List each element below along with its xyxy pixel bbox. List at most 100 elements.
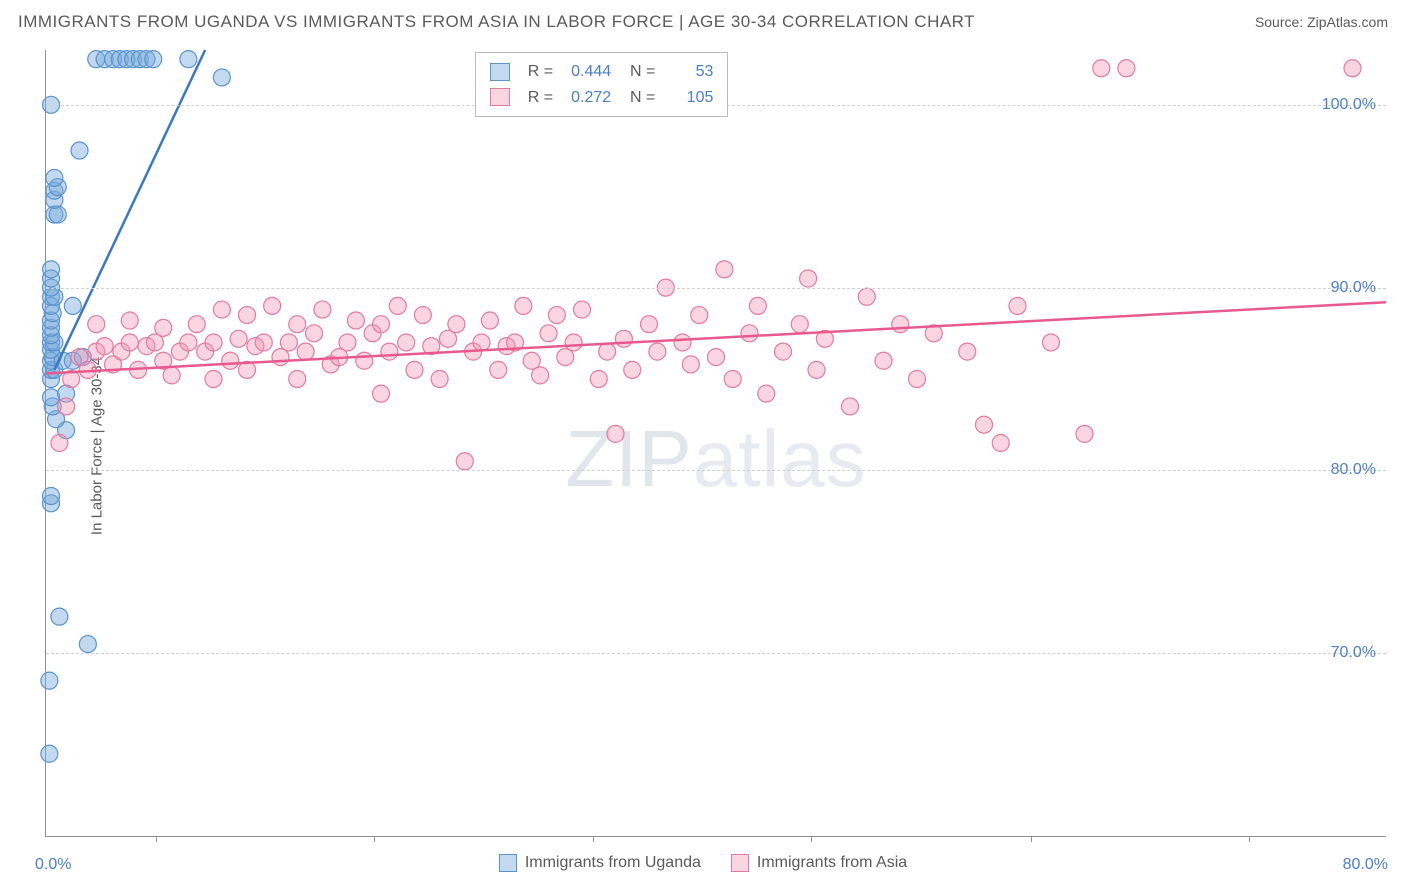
scatter-point [682,356,699,373]
scatter-point [43,261,60,278]
scatter-point [64,297,81,314]
stat-label: R = [528,59,553,85]
scatter-point [808,361,825,378]
x-tick [156,836,157,842]
x-tick [374,836,375,842]
scatter-point [1093,60,1110,77]
scatter-point [180,51,197,68]
x-tick [593,836,594,842]
scatter-point [607,425,624,442]
scatter-point [858,288,875,305]
plot-area: ZIPatlas 70.0%80.0%90.0%100.0%R =0.444 N… [45,50,1386,837]
gridline [46,653,1386,654]
gridline [46,288,1386,289]
scatter-point [121,312,138,329]
stat-n-value: 53 [665,59,713,85]
stat-r-value: 0.444 [563,59,611,85]
scatter-point [758,385,775,402]
scatter-point [649,343,666,360]
scatter-point [708,349,725,366]
scatter-point [381,343,398,360]
scatter-point [264,297,281,314]
scatter-point [339,334,356,351]
scatter-point [145,51,162,68]
scatter-point [46,169,63,186]
scatter-point [490,361,507,378]
legend-label: Immigrants from Asia [757,854,907,872]
scatter-point [180,334,197,351]
bottom-legend: Immigrants from Uganda Immigrants from As… [0,854,1406,877]
x-tick [1249,836,1250,842]
stat-label: R = [528,85,553,111]
source-attribution: Source: ZipAtlas.com [1255,14,1388,30]
stat-n-value: 105 [665,85,713,111]
scatter-point [239,307,256,324]
scatter-point [800,270,817,287]
scatter-point [230,330,247,347]
scatter-point [749,297,766,314]
scatter-point [1076,425,1093,442]
scatter-point [674,334,691,351]
legend-item: Immigrants from Uganda [499,854,701,872]
y-tick-label: 80.0% [1331,461,1376,479]
scatter-point [515,297,532,314]
scatter-point [289,371,306,388]
scatter-point [43,389,60,406]
scatter-point [724,371,741,388]
scatter-point [398,334,415,351]
scatter-point [791,316,808,333]
scatter-point [691,307,708,324]
scatter-point [406,361,423,378]
scatter-point [1118,60,1135,77]
scatter-point [71,142,88,159]
scatter-point [51,435,68,452]
scatter-point [1009,297,1026,314]
scatter-point [414,307,431,324]
scatter-point [456,453,473,470]
scatter-point [205,371,222,388]
scatter-point [992,435,1009,452]
legend-label: Immigrants from Uganda [525,854,701,872]
scatter-point [389,297,406,314]
scatter-point [41,672,58,689]
scatter-point [51,608,68,625]
scatter-point [306,325,323,342]
scatter-point [222,352,239,369]
scatter-point [1043,334,1060,351]
scatter-point [188,316,205,333]
legend-swatch [731,854,749,872]
scatter-point [565,334,582,351]
scatter-point [96,338,113,355]
stat-r-value: 0.272 [563,85,611,111]
scatter-point [373,385,390,402]
scatter-point [347,312,364,329]
scatter-point [599,343,616,360]
correlation-legend: R =0.444 N =53R =0.272 N =105 [475,52,729,117]
scatter-point [255,334,272,351]
scatter-point [356,352,373,369]
scatter-point [481,312,498,329]
scatter-point [448,316,465,333]
scatter-point [540,325,557,342]
scatter-point [88,316,105,333]
scatter-chart [46,50,1386,836]
scatter-point [716,261,733,278]
x-tick [811,836,812,842]
scatter-point [213,69,230,86]
stat-label: N = [621,59,655,85]
scatter-point [624,361,641,378]
scatter-point [590,371,607,388]
scatter-point [875,352,892,369]
scatter-point [574,301,591,318]
scatter-point [959,343,976,360]
scatter-point [548,307,565,324]
chart-title: IMMIGRANTS FROM UGANDA VS IMMIGRANTS FRO… [18,12,975,32]
scatter-point [41,745,58,762]
scatter-point [314,301,331,318]
scatter-point [58,398,75,415]
scatter-point [289,316,306,333]
scatter-point [473,334,490,351]
legend-row: R =0.272 N =105 [490,85,714,111]
y-tick-label: 100.0% [1322,96,1376,114]
scatter-point [431,371,448,388]
